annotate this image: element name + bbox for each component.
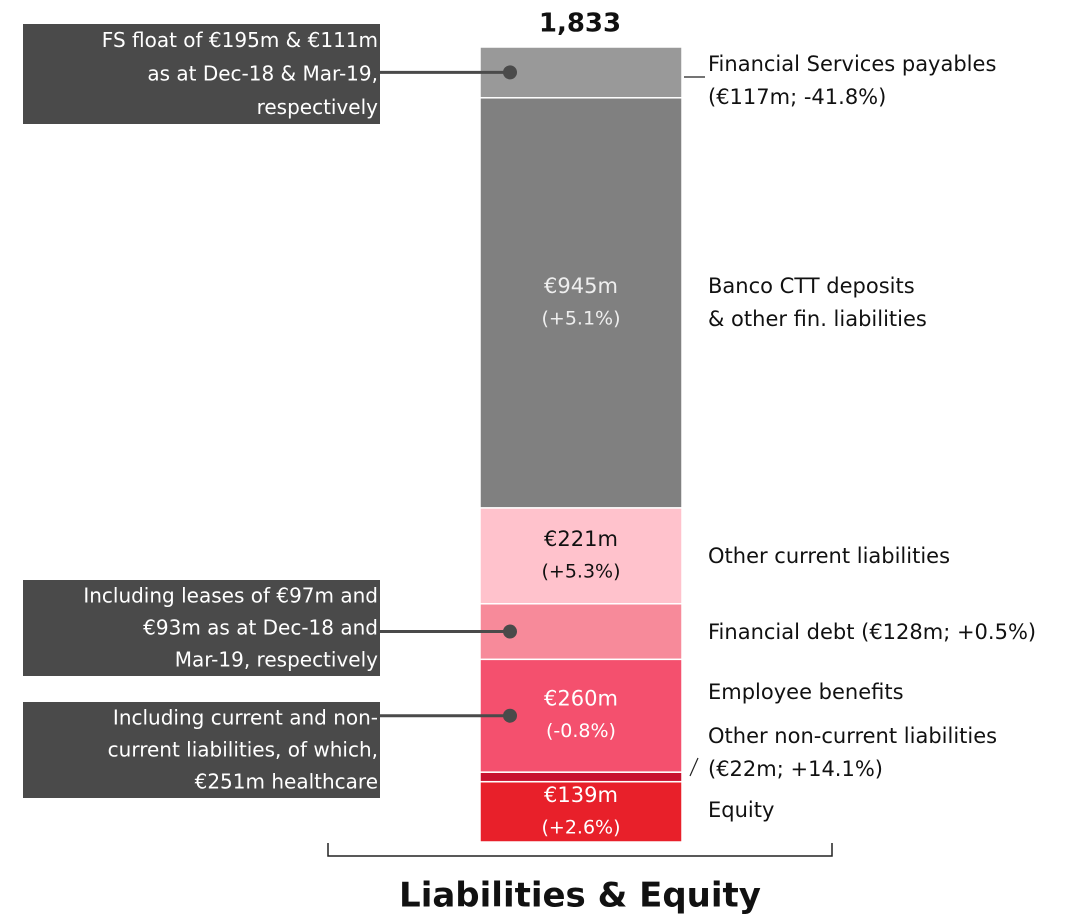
segment-label: (€117m; -41.8%) [708,85,886,109]
value-label: €139m [544,783,618,807]
annotation-text: FS float of €195m & €111m [102,28,378,52]
value-label: €260m [544,687,618,711]
annotation-text: €93m as at Dec-18 and [143,616,378,640]
annotation-box [23,702,380,798]
bar-segment [479,507,683,605]
annotation-text: Including current and non- [113,706,378,730]
annotation-text: €251m healthcare [195,770,378,794]
change-label: (-0.8%) [546,720,616,742]
bar-segment [479,780,683,843]
change-label: (+5.1%) [541,307,620,329]
annotation-text: respectively [257,95,379,119]
bar-segment [479,771,683,783]
change-label: (+2.6%) [541,816,620,838]
annotation-text: current liabilities, of which, [108,738,378,762]
annotation-box [23,24,380,124]
annotation-box [23,580,380,676]
bar-segment [479,97,683,509]
bracket [327,843,833,857]
annotation-dot [503,708,517,723]
annotation-text: Mar-19, respectively [175,648,378,672]
value-label: €221m [544,527,618,551]
segment-label: Other non-current liabilities [708,724,997,748]
segment-label: Other current liabilities [708,544,950,568]
segment-label: Financial debt (€128m; +0.5%) [708,620,1036,644]
annotation-text: as at Dec-18 & Mar-19, [147,62,378,86]
change-label: (+5.3%) [541,560,620,582]
total-label: 1,833 [539,9,621,39]
segment-label: Equity [708,798,774,822]
leader [689,757,699,777]
segment-label: Employee benefits [708,680,904,704]
segment-label: Financial Services payables [708,52,996,76]
annotation-text: Including leases of €97m and [83,584,378,608]
segment-label: & other fin. liabilities [708,307,927,331]
value-label: €945m [544,274,618,298]
segment-label: (€22m; +14.1%) [708,757,883,781]
segment-label: Banco CTT deposits [708,274,915,298]
annotation-dot [503,624,517,639]
chart-title: Liabilities & Equity [399,876,761,916]
annotation-dot [503,65,517,80]
